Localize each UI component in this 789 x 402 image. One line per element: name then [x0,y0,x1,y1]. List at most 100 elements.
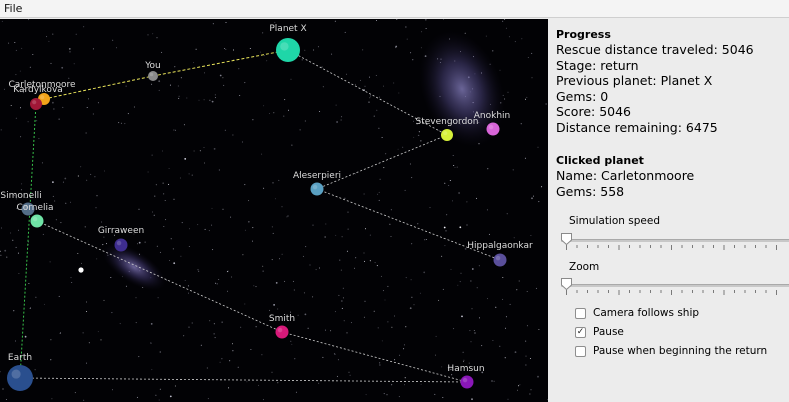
zoom-ticks [566,290,777,295]
simulation-speed-thumb[interactable] [561,233,572,245]
pause-checkbox[interactable]: ✓ [575,326,586,338]
pause-return-checkbox[interactable] [575,345,586,357]
planet-aleserpieri-label: Aleserpieri [293,171,341,181]
score-text: Score: 5046 [556,104,632,119]
planet-carletonmoore-label: Carletonmoore [8,80,76,90]
planet-hamsun-highlight [462,377,468,383]
gems-text: Gems: 0 [556,88,609,104]
planet-earth[interactable]: Earth [7,353,33,391]
menu-bar: File [0,0,789,18]
star-field [0,19,548,401]
planet-planet-x-body[interactable] [276,38,300,62]
planet-hamsun-body[interactable] [460,375,474,389]
bright-star [78,267,84,273]
planet-girraween-label: Girraween [98,226,144,236]
planet-simonelli-label: Simonelli [0,191,41,201]
route-planetx-you [152,49,289,77]
clicked-planet-name: Name: Carletonmoore [556,168,695,183]
planet-planet-x-highlight [280,42,289,51]
zoom-track[interactable] [561,284,789,287]
planet-hippalgaonkar-label: Hippalgaonkar [467,241,533,251]
planet-hippalgaonkar[interactable]: Hippalgaonkar [467,241,533,267]
planet-cornelia-body[interactable] [30,214,44,228]
simulation-speed-track[interactable] [561,239,789,242]
menu-file[interactable]: File [4,2,23,15]
previous-planet-text: Previous planet: Planet X [556,73,713,88]
planet-aleserpieri-body[interactable] [310,182,324,196]
planet-stevengordon-body[interactable] [441,129,453,141]
route-you-carletonmoore [43,75,154,100]
planet-simonelli[interactable]: Simonelli [0,191,42,216]
planet-smith-highlight [277,327,283,333]
planet-you-label: You [144,61,161,71]
distance-remaining-text: Distance remaining: 6475 [556,119,718,135]
planet-cornelia-label: Cornelia [16,203,53,213]
nebula-large [419,30,505,148]
planet-stevengordon-label: Stevengordon [415,117,478,127]
route-earth-kardylkova [19,103,37,379]
planet-kardylkova[interactable]: Kardylkova [13,85,63,110]
planet-kardylkova-highlight [32,100,37,105]
pause-return-row[interactable]: Pause when beginning the return [575,344,767,358]
planet-anokhin-highlight [488,124,494,130]
camera-follows-checkbox[interactable] [575,307,586,319]
planet-girraween[interactable]: Girraween [98,226,144,252]
planet-aleserpieri-highlight [312,184,318,190]
simulation-speed-slider[interactable] [561,233,789,253]
route-aleserpieri-hippalgaonkar [316,188,501,261]
route-earth-hamsun [19,377,468,383]
planet-cornelia[interactable]: Cornelia [16,203,54,228]
nebula-small [102,243,166,291]
camera-follows-row[interactable]: Camera follows ship [575,306,699,320]
planet-kardylkova-body[interactable] [30,98,42,110]
route-stevengordon-aleserpieri [316,134,448,190]
planet-you-highlight [149,72,154,77]
route-smith-hamsun [281,331,468,383]
planet-girraween-body[interactable] [114,238,128,252]
planet-earth-highlight [11,369,21,379]
planet-carletonmoore-highlight [40,95,45,100]
planet-earth-body[interactable] [7,365,33,391]
planet-stevengordon[interactable]: Stevengordon [415,117,479,141]
space-view[interactable]: Planet X You Carletonmoore Kardylkova Steven… [0,19,548,402]
zoom-thumb[interactable] [561,278,572,290]
pause-return-label[interactable]: Pause when beginning the return [593,345,768,357]
planet-smith-body[interactable] [275,325,289,339]
clicked-planet-gems: Gems: 558 [556,183,625,199]
planet-kardylkova-label: Kardylkova [13,85,63,95]
camera-follows-label[interactable]: Camera follows ship [593,307,700,319]
pause-row[interactable]: ✓ Pause [575,325,624,339]
planet-hamsun[interactable]: Hamsun [447,364,485,389]
zoom-label: Zoom [569,261,600,273]
planet-you[interactable]: You [144,61,161,81]
planet-anokhin[interactable]: Anokhin [474,111,511,136]
planet-smith[interactable]: Smith [269,314,295,339]
planet-stevengordon-highlight [443,131,448,136]
planet-girraween-highlight [116,240,122,246]
pause-label[interactable]: Pause [593,326,624,338]
planet-you-body[interactable] [148,71,158,81]
planet-anokhin-body[interactable] [486,122,500,136]
planet-smith-label: Smith [269,314,295,324]
clicked-planet-heading: Clicked planet [556,154,644,167]
progress-heading: Progress [556,28,611,41]
route-lines [19,49,501,383]
planet-hamsun-label: Hamsun [447,364,484,374]
planet-planet-x[interactable]: Planet X [269,24,307,62]
planet-hippalgaonkar-body[interactable] [493,253,507,267]
stage-text: Stage: return [556,57,639,73]
simulation-speed-label: Simulation speed [569,215,660,227]
planet-earth-label: Earth [8,353,32,363]
planet-aleserpieri[interactable]: Aleserpieri [293,171,341,196]
planet-simonelli-body[interactable] [21,202,35,216]
rescue-distance-text: Rescue distance traveled: 5046 [556,42,754,57]
simulation-speed-ticks [566,245,777,250]
planet-anokhin-label: Anokhin [474,111,511,121]
control-panel: Progress Rescue distance traveled: 5046 … [548,19,789,402]
zoom-slider[interactable] [561,278,789,298]
planet-hippalgaonkar-highlight [495,255,501,261]
planet-planet-x-label: Planet X [269,24,306,34]
planet-simonelli-highlight [23,204,29,210]
planet-cornelia-highlight [32,216,38,222]
